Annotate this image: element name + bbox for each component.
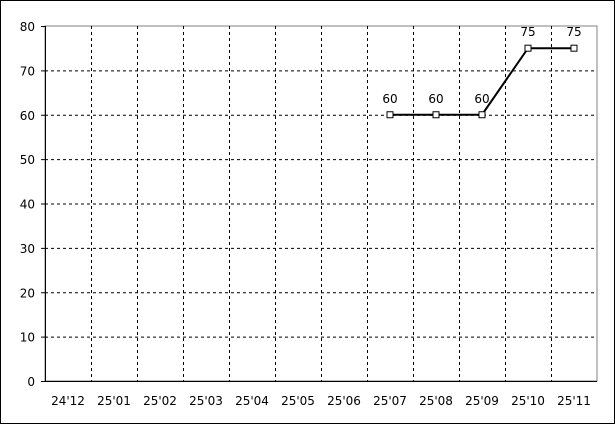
y-tick-label: 80 <box>20 20 35 34</box>
x-tick-label: 25'01 <box>97 394 131 408</box>
data-point-marker <box>570 44 578 52</box>
data-label: 60 <box>428 92 443 106</box>
data-point-marker <box>386 111 394 119</box>
y-tick-label: 10 <box>20 331 35 345</box>
y-tick-label: 30 <box>20 242 35 256</box>
x-tick-label: 25'07 <box>373 394 407 408</box>
data-point-marker <box>478 111 486 119</box>
y-tick-label: 0 <box>27 375 35 389</box>
x-tick-label: 25'05 <box>281 394 315 408</box>
x-tick-label: 25'11 <box>557 394 591 408</box>
y-tick-label: 20 <box>20 286 35 300</box>
x-tick-label: 25'04 <box>235 394 269 408</box>
data-label: 60 <box>382 92 397 106</box>
x-tick-label: 25'03 <box>189 394 223 408</box>
y-tick-label: 60 <box>20 109 35 123</box>
x-tick-label: 25'06 <box>327 394 361 408</box>
y-tick-label: 70 <box>20 64 35 78</box>
data-label: 75 <box>520 25 535 39</box>
x-tick-label: 25'08 <box>419 394 453 408</box>
data-point-marker <box>432 111 440 119</box>
data-point-marker <box>524 44 532 52</box>
data-label: 75 <box>566 25 581 39</box>
x-tick-label: 25'02 <box>143 394 177 408</box>
x-tick-label: 25'09 <box>465 394 499 408</box>
y-tick-label: 50 <box>20 153 35 167</box>
x-tick-label: 24'12 <box>51 394 85 408</box>
y-tick-label: 40 <box>20 198 35 212</box>
x-tick-label: 25'10 <box>511 394 545 408</box>
data-label: 60 <box>474 92 489 106</box>
